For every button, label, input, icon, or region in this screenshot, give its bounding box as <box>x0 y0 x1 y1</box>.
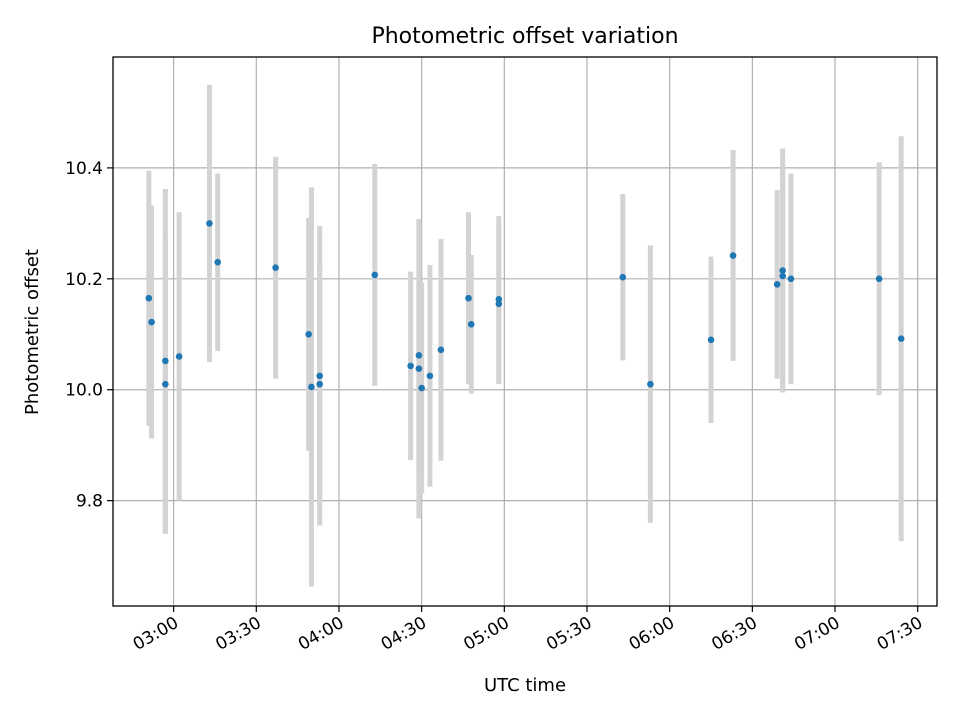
data-point <box>415 365 423 372</box>
data-point <box>272 264 279 272</box>
data-point <box>773 281 781 288</box>
y-axis-label: Photometric offset <box>22 249 43 415</box>
data-point <box>162 380 169 388</box>
data-point <box>729 252 737 259</box>
data-point <box>897 335 905 343</box>
data-point <box>145 294 153 302</box>
plot-frame <box>112 56 938 607</box>
data-point <box>779 272 786 280</box>
data-point <box>467 320 475 328</box>
y-tick-label: 10.0 <box>65 381 103 401</box>
x-axis-label: UTC time <box>484 675 566 696</box>
data-point <box>495 296 503 303</box>
data-point <box>175 353 183 360</box>
data-point <box>308 383 315 391</box>
data-point <box>437 346 445 354</box>
y-tick-label: 10.4 <box>65 159 103 179</box>
data-point <box>875 275 883 283</box>
data-point <box>426 372 434 380</box>
data-point <box>148 318 155 326</box>
y-tick-label: 10.2 <box>65 270 103 290</box>
data-points <box>145 220 905 392</box>
data-point <box>465 294 472 302</box>
data-point <box>214 258 222 266</box>
data-point <box>316 372 323 380</box>
data-point <box>206 220 213 227</box>
data-point <box>779 267 786 274</box>
chart-title: Photometric offset variation <box>371 24 678 49</box>
data-point <box>371 271 379 279</box>
grid <box>113 57 937 606</box>
data-point <box>316 380 323 388</box>
data-point <box>407 362 414 370</box>
data-point <box>415 352 423 359</box>
data-point <box>418 384 425 392</box>
data-point <box>647 380 654 388</box>
data-point <box>787 275 795 283</box>
data-point <box>162 357 169 365</box>
data-point <box>305 330 312 338</box>
data-point <box>707 336 715 344</box>
y-tick-label: 9.8 <box>76 492 103 512</box>
data-point <box>619 273 627 281</box>
